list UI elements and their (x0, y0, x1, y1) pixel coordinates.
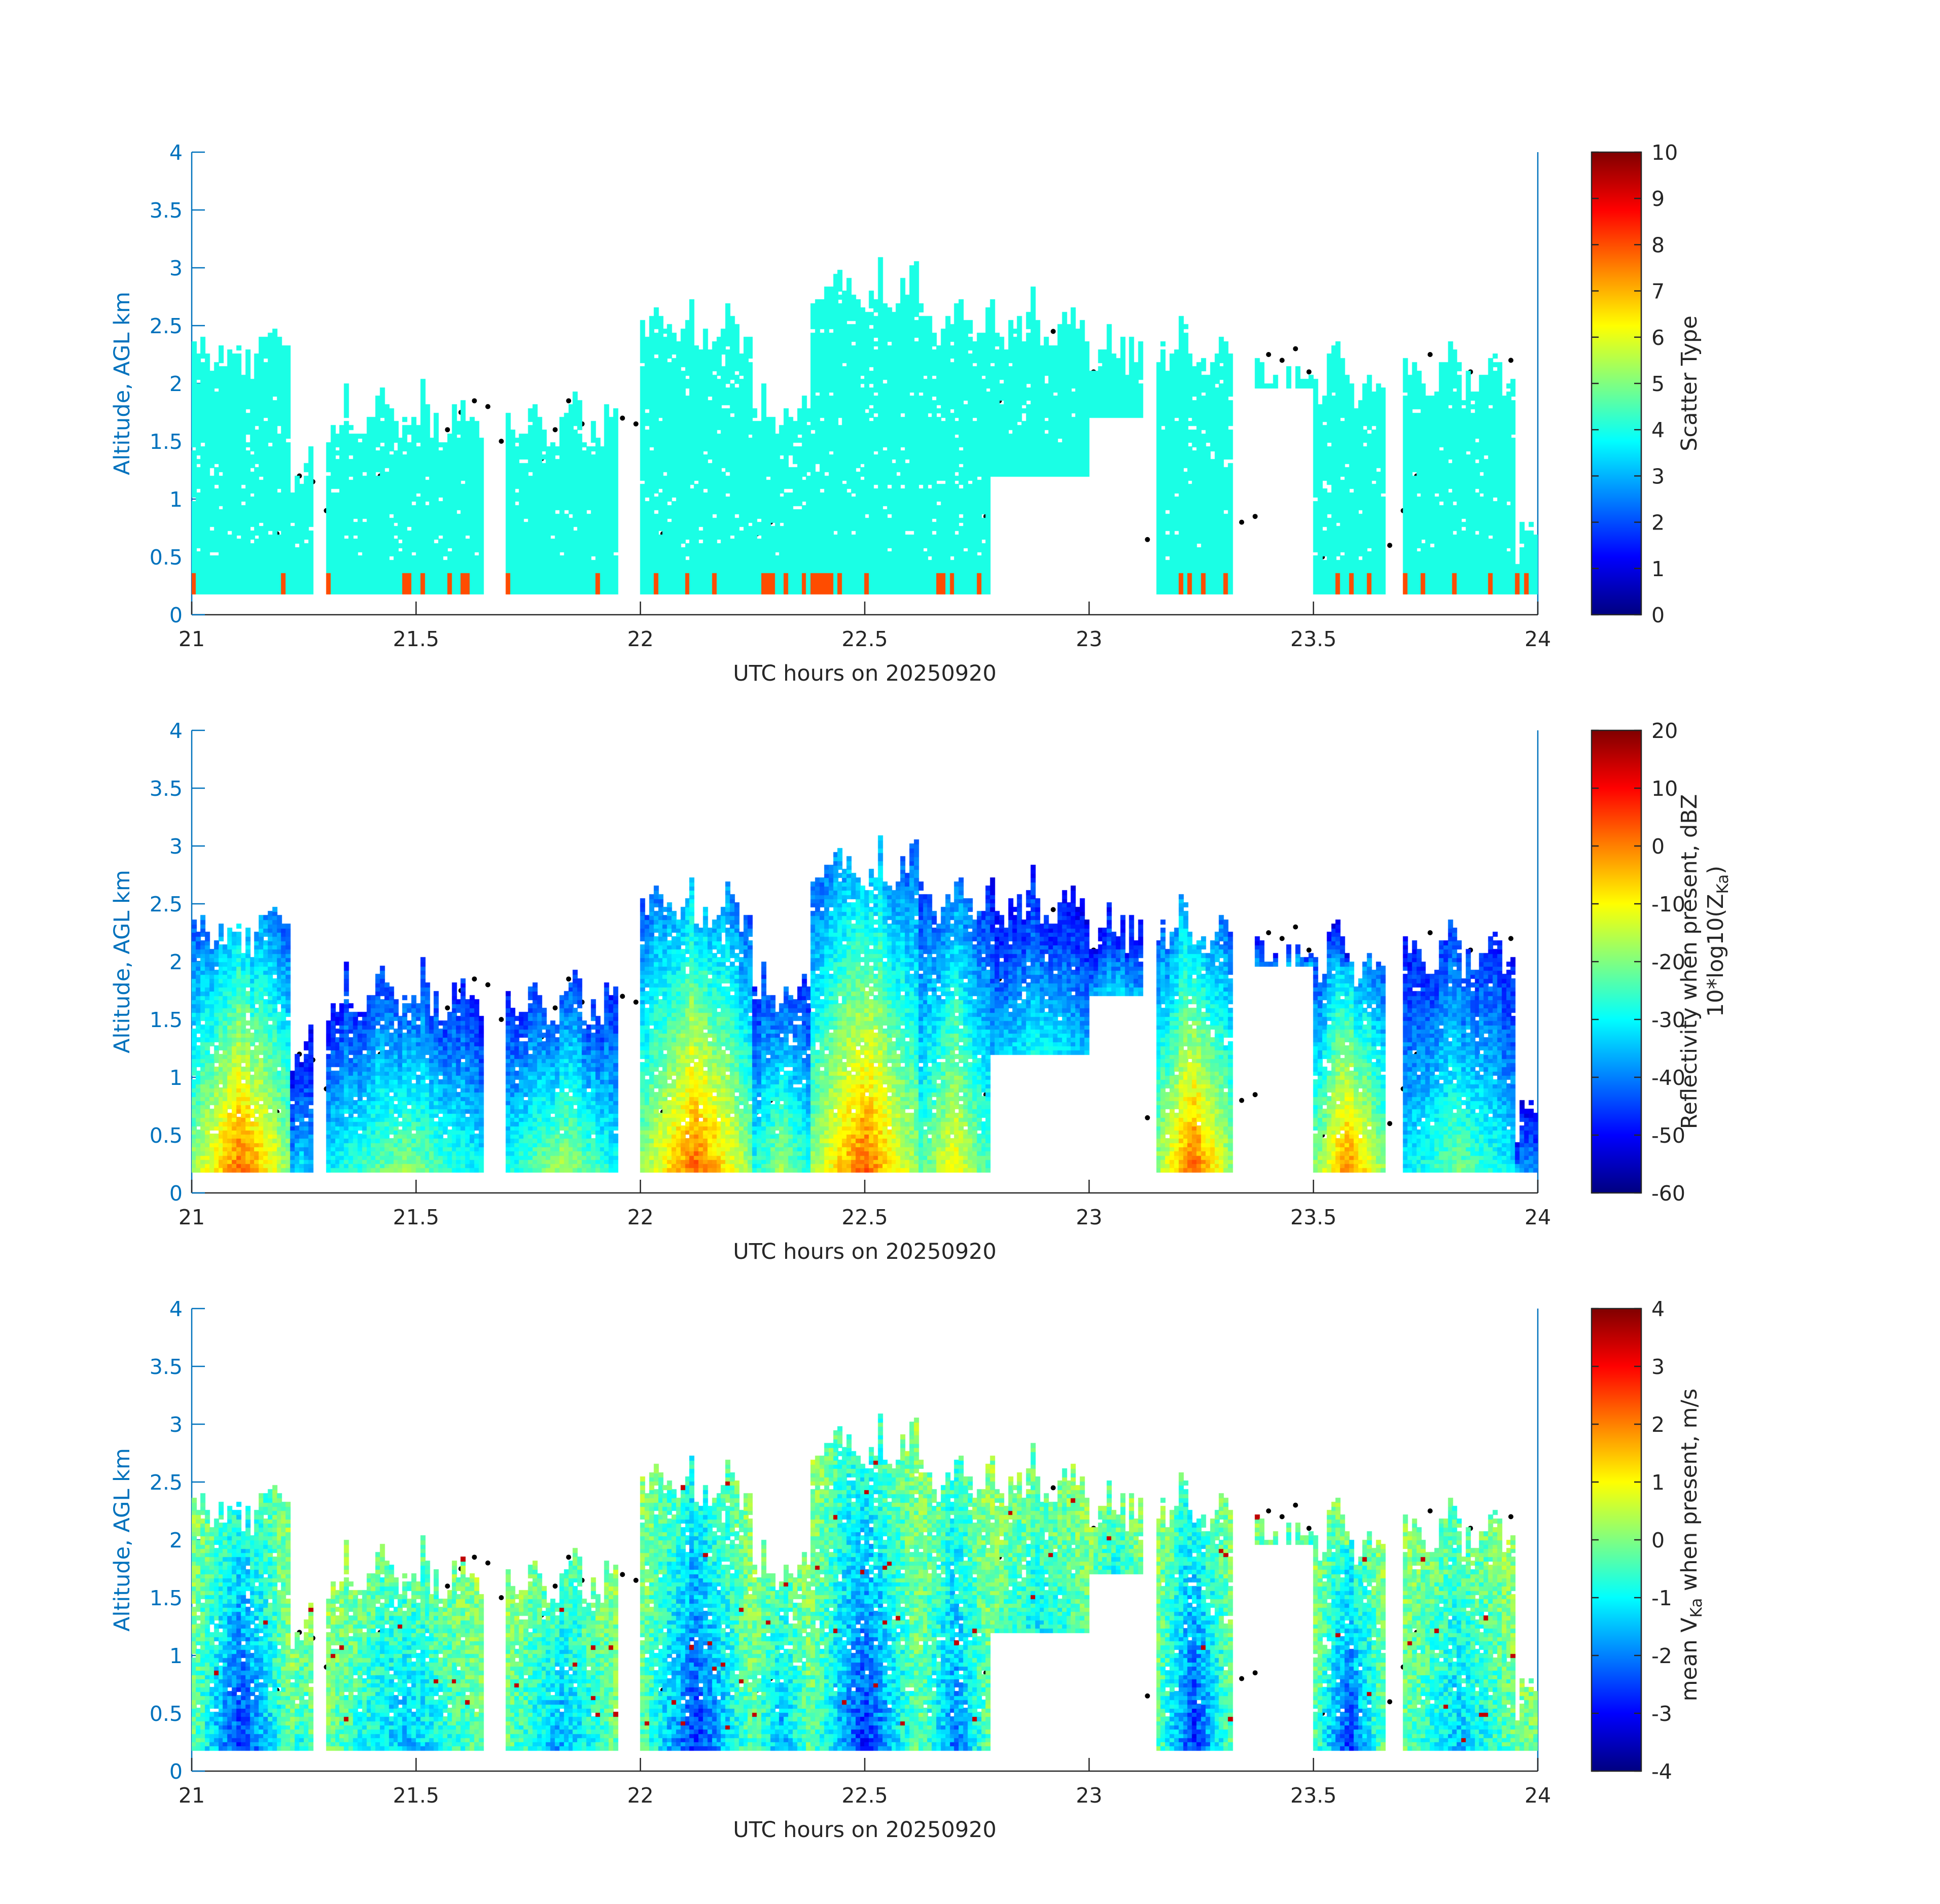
x-tick-label: 22.5 (841, 1783, 888, 1808)
x-tick-label: 21.5 (393, 1783, 439, 1808)
colorbar-tick-label: 7 (1651, 279, 1665, 304)
colorbar-tick-label: -60 (1651, 1181, 1685, 1206)
colorbar-tick-label: 1 (1651, 1470, 1665, 1495)
colorbar-tick-label: 3 (1651, 1355, 1665, 1379)
y-tick-label: 3.5 (150, 198, 183, 223)
colorbar: -4 -3 -2 -1 0 1 2 3 4 mean VKa when present, m/s (1591, 1297, 1706, 1784)
colorbar-tick-label: 1 (1651, 557, 1665, 581)
x-tick-label: 23 (1076, 1783, 1102, 1808)
x-axis-label: UTC hours on 20250920 (733, 1239, 997, 1264)
heatmap-image-panel-3 (192, 1309, 1538, 1771)
y-tick-label: 2 (169, 372, 183, 396)
colorbar-label: Reflectivity when present, dBZ (1677, 794, 1702, 1130)
y-axis-label: Altitude, AGL km (110, 1448, 135, 1632)
y-tick-label: 4 (169, 140, 183, 165)
colorbar-tick-label: 6 (1651, 326, 1665, 350)
y-tick-label: 2.5 (150, 1470, 183, 1495)
heatmap-image-panel-1 (192, 152, 1538, 615)
x-axis-label: UTC hours on 20250920 (733, 661, 997, 686)
x-tick-label: 24 (1525, 1205, 1551, 1229)
x-axis-label: UTC hours on 20250920 (733, 1817, 997, 1843)
y-tick-label: 3 (169, 834, 183, 859)
y-tick-label: 2.5 (150, 314, 183, 338)
y-tick-label: 1 (169, 1644, 183, 1668)
colorbar-tick-label: 0 (1651, 834, 1665, 859)
x-tick-label: 24 (1525, 1783, 1551, 1808)
y-tick-label: 2 (169, 1528, 183, 1553)
y-tick-label: 0.5 (150, 1123, 183, 1148)
y-tick-label: 4 (169, 1297, 183, 1321)
x-tick-label: 21.5 (393, 1205, 439, 1229)
x-tick-label: 23.5 (1290, 1205, 1336, 1229)
colorbar-tick-label: 20 (1651, 719, 1678, 743)
y-axis-label: Altitude, AGL km (110, 292, 135, 475)
y-tick-label: 0.5 (150, 1702, 183, 1726)
x-tick-label: 22 (627, 627, 654, 651)
y-tick-label: 1 (169, 1066, 183, 1090)
x-tick-label: 21.5 (393, 627, 439, 651)
colorbar-tick-label: 4 (1651, 1297, 1665, 1321)
colorbar-tick-label: 4 (1651, 418, 1665, 442)
x-tick-label: 22 (627, 1205, 654, 1229)
colorbar-gradient (1591, 151, 1642, 616)
colorbar-tick-label: 9 (1651, 187, 1665, 211)
colorbar-label: Scatter Type (1677, 315, 1702, 451)
x-tick-label: 22.5 (841, 627, 888, 651)
colorbar-tick-label: 8 (1651, 233, 1665, 257)
colorbar: -60 -50 -40 -30 -20 -10 0 10 20 Reflectivity when… (1591, 719, 1732, 1206)
colorbar-tick-label: -2 (1651, 1644, 1672, 1668)
colorbar-tick-label: 10 (1651, 777, 1678, 801)
y-tick-label: 0 (169, 603, 183, 627)
colorbar-tick-label: 5 (1651, 372, 1665, 396)
x-tick-label: 22 (627, 1783, 654, 1808)
colorbar-tick-label: -50 (1651, 1123, 1685, 1148)
x-tick-label: 21 (179, 627, 205, 651)
colorbar-gradient (1591, 1308, 1642, 1772)
x-tick-label: 23.5 (1290, 1783, 1336, 1808)
x-tick-label: 22.5 (841, 1205, 888, 1229)
colorbar-tick-label: 0 (1651, 1528, 1665, 1553)
colorbar-tick-label: 10 (1651, 140, 1678, 165)
colorbar-label-formula: 10*log10(ZKa) (1703, 866, 1732, 1017)
colorbar-tick-label: -40 (1651, 1066, 1685, 1090)
colorbar-gradient (1591, 729, 1642, 1194)
colorbar-tick-label: -3 (1651, 1702, 1672, 1726)
y-tick-label: 1.5 (150, 1586, 183, 1610)
y-tick-label: 2.5 (150, 892, 183, 916)
x-tick-label: 23 (1076, 1205, 1102, 1229)
x-tick-label: 24 (1525, 627, 1551, 651)
y-tick-label: 3.5 (150, 1355, 183, 1379)
x-tick-label: 21 (179, 1783, 205, 1808)
y-tick-label: 0 (169, 1759, 183, 1784)
y-tick-label: 4 (169, 719, 183, 743)
x-tick-label: 21 (179, 1205, 205, 1229)
y-tick-label: 3 (169, 1413, 183, 1437)
y-tick-label: 3.5 (150, 777, 183, 801)
colorbar-tick-label: 3 (1651, 464, 1665, 488)
y-tick-label: 0 (169, 1181, 183, 1206)
panel-3: 21 21.5 22 22.5 23 23.5 2400.511.522.533.54UTC… (110, 1297, 1706, 1843)
colorbar-tick-label: -4 (1651, 1759, 1672, 1784)
y-tick-label: 1.5 (150, 430, 183, 454)
colorbar-tick-label: -30 (1651, 1008, 1685, 1032)
colorbar-tick-label: 0 (1651, 603, 1665, 627)
colorbar-tick-label: 2 (1651, 511, 1665, 535)
y-tick-label: 2 (169, 950, 183, 974)
colorbar-tick-label: -20 (1651, 950, 1685, 974)
y-tick-label: 3 (169, 256, 183, 280)
heatmap-image-panel-2 (192, 730, 1538, 1193)
colorbar-tick-label: -1 (1651, 1586, 1672, 1610)
colorbar-tick-label: -10 (1651, 892, 1685, 916)
colorbar-label: mean VKa when present, m/s (1677, 1389, 1706, 1702)
x-tick-label: 23 (1076, 627, 1102, 651)
y-tick-label: 1 (169, 487, 183, 512)
y-tick-label: 1.5 (150, 1008, 183, 1032)
x-tick-label: 23.5 (1290, 627, 1336, 651)
colorbar-tick-label: 2 (1651, 1413, 1665, 1437)
colorbar: 0 1 2 3 4 5 6 7 8 9 10 Scatter Type (1591, 140, 1702, 627)
y-tick-label: 0.5 (150, 545, 183, 570)
y-axis-label: Altitude, AGL km (110, 870, 135, 1053)
